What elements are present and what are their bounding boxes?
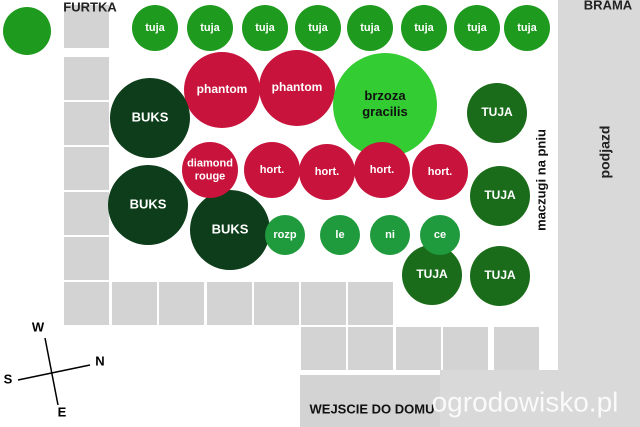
plant	[454, 5, 500, 51]
tile	[301, 327, 346, 370]
plant-label: tuja	[255, 22, 275, 34]
plant-label: diamond rouge	[187, 157, 233, 182]
plant	[244, 142, 300, 198]
tile	[64, 192, 109, 235]
plant	[354, 142, 410, 198]
driveway	[558, 0, 640, 427]
gate-label: FURTKA	[63, 0, 117, 14]
plant	[265, 215, 305, 255]
plant-label: hort.	[315, 166, 339, 178]
plant-label: tuja	[467, 22, 487, 34]
plant-label: hort.	[260, 164, 284, 176]
plant-label: tuja	[200, 22, 220, 34]
compass	[17, 337, 91, 406]
driveway-bottom	[440, 370, 640, 427]
tree	[3, 7, 51, 55]
plant-label: BUKS	[130, 196, 167, 211]
driveway-label: podjazd	[597, 126, 613, 179]
tile	[300, 375, 440, 427]
plant-label: hort.	[428, 166, 452, 178]
plant-label: tuja	[414, 22, 434, 34]
compass-n: N	[95, 353, 104, 368]
compass-s: S	[4, 371, 13, 386]
tile	[159, 282, 204, 325]
tile	[64, 237, 109, 280]
watermark: ogrodowisko.pl	[432, 386, 619, 417]
plant-label: brzoza gracilis	[362, 89, 408, 120]
tile	[494, 327, 539, 370]
plant	[295, 5, 341, 51]
plants: tuja tuja tuja tuja tuja tuja tuja tuja phantom p…	[108, 5, 550, 306]
plant-label: BUKS	[132, 109, 169, 124]
tile	[64, 147, 109, 190]
tile	[348, 282, 393, 325]
plant	[420, 215, 460, 255]
tile	[112, 282, 157, 325]
plant	[347, 5, 393, 51]
plant	[242, 5, 288, 51]
plant-label: ce	[434, 229, 446, 241]
plant	[412, 144, 468, 200]
paving	[64, 5, 539, 427]
plant	[333, 53, 437, 157]
plant-label: BUKS	[212, 221, 249, 236]
plant-label: tuja	[145, 22, 165, 34]
tile	[254, 282, 299, 325]
entrance-label: WEJSCIE DO DOMU	[310, 401, 435, 416]
plant	[402, 245, 462, 305]
plant-label: TUJA	[481, 105, 513, 119]
plant	[190, 190, 270, 270]
side-note: maczugi na pniu	[533, 129, 548, 231]
plant-label: tuja	[517, 22, 537, 34]
plant	[108, 165, 188, 245]
plant	[110, 78, 190, 158]
compass-e: E	[58, 404, 67, 419]
plant	[320, 215, 360, 255]
plant-label: phantom	[197, 82, 248, 96]
plant-label: ni	[385, 229, 395, 241]
tile	[64, 102, 109, 145]
tile	[301, 282, 346, 325]
plant	[187, 5, 233, 51]
main-gate-label: BRAMA	[584, 0, 633, 12]
plant	[184, 52, 260, 128]
plant-label: le	[335, 229, 344, 241]
plant	[182, 142, 238, 198]
tile	[396, 327, 441, 370]
plant-label: hort.	[370, 164, 394, 176]
tile	[443, 327, 488, 370]
tile	[64, 5, 109, 48]
plant-label: rozp	[273, 229, 297, 241]
plant	[259, 50, 335, 126]
plant	[401, 5, 447, 51]
plant	[132, 5, 178, 51]
plant	[504, 5, 550, 51]
tile	[64, 57, 109, 100]
plant	[299, 144, 355, 200]
plant-label: TUJA	[416, 267, 448, 281]
tile	[207, 282, 252, 325]
plant	[470, 246, 530, 306]
compass-w: W	[32, 319, 45, 334]
tile	[64, 282, 109, 325]
tile	[348, 327, 393, 370]
plant	[467, 83, 527, 143]
plant-label: TUJA	[484, 268, 516, 282]
plant	[470, 166, 530, 226]
plant-label: tuja	[360, 22, 380, 34]
plant-label: TUJA	[484, 188, 516, 202]
plant-label: phantom	[272, 80, 323, 94]
plant-label: tuja	[308, 22, 328, 34]
plant	[370, 215, 410, 255]
